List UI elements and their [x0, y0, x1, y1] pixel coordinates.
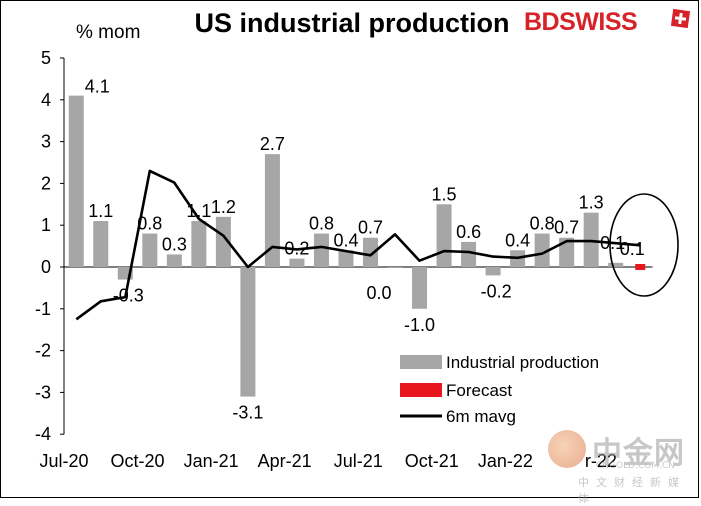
- bar-data-label: 0.8: [309, 214, 334, 234]
- x-tick-label: Apr-21: [258, 451, 312, 471]
- axes: [60, 57, 653, 435]
- x-tick-label: Oct-20: [111, 451, 165, 471]
- bar-data-label: 0.1: [600, 233, 625, 253]
- production-bar: [240, 267, 256, 397]
- production-bar: [215, 216, 231, 267]
- swiss-cross-icon: [670, 8, 691, 29]
- legend-swatch: [400, 355, 442, 369]
- bar-data-label: -0.2: [481, 281, 512, 301]
- y-tick-label: -1: [35, 299, 51, 319]
- mavg-line-path: [75, 169, 641, 321]
- bar-data-label: 0.1: [620, 239, 645, 259]
- bar-data-label: -3.1: [232, 403, 263, 423]
- bar-data-label: 0.7: [358, 218, 383, 238]
- bar-data-label: 0.4: [333, 230, 358, 250]
- production-bar: [559, 237, 575, 267]
- y-tick-label: 3: [41, 132, 51, 152]
- bars: [68, 95, 646, 397]
- production-bar: [363, 237, 378, 267]
- y-tick-label: 2: [41, 173, 51, 193]
- bar-data-label: 0.6: [456, 222, 481, 242]
- data-labels: 4.11.1-0.30.80.31.1 1.2-3.12.70.20.80.40.…: [85, 77, 645, 423]
- bar-data-label: 0.8: [530, 214, 555, 234]
- x-tick-label: Jan-22: [478, 451, 533, 471]
- bdswiss-logo: BDSWISS: [524, 6, 694, 36]
- production-bar: [68, 95, 84, 268]
- production-bar: [534, 233, 550, 267]
- watermark-name: 中金网: [592, 436, 685, 471]
- bar-data-label: 1.2: [211, 197, 236, 217]
- production-bar: [264, 154, 280, 267]
- moving-average-line: [75, 169, 641, 321]
- bar-data-label: -1.0: [404, 315, 435, 335]
- legend-label: Industrial production: [446, 353, 599, 372]
- bar-data-label: 1.1: [88, 201, 113, 221]
- bar-data-label: -0.3: [113, 286, 144, 306]
- y-tick-label: -3: [35, 382, 51, 402]
- x-tick-label: Jan-21: [184, 451, 239, 471]
- production-bar: [608, 262, 624, 267]
- production-bar: [387, 267, 403, 268]
- tick-labels: 5 4 3 2 1 0 -1 -2 -3 -4 Jul-20 Oct-20 Jan-21 Apr-21 Ju…: [35, 48, 617, 471]
- bar-data-label: 0.7: [554, 218, 579, 238]
- cngold-logo-icon: [548, 430, 586, 468]
- bar-data-label: 1.3: [579, 193, 604, 213]
- production-bar: [436, 204, 452, 267]
- cngold-watermark: 中金网 CNGOLD.COM.CN 中文财经新媒体: [546, 428, 694, 505]
- legend-label: Forecast: [446, 381, 512, 400]
- highlight-circle: [609, 193, 679, 297]
- bar-data-label: 1.5: [432, 184, 457, 204]
- bar-data-label: 4.1: [85, 77, 110, 97]
- production-bar: [191, 221, 207, 267]
- production-bar: [289, 258, 305, 267]
- logo-prefix: BD: [524, 8, 560, 36]
- bar-data-label: 1.1: [186, 201, 211, 221]
- watermark-domain: CNGOLD.COM.CN: [596, 461, 675, 471]
- x-tick-label: r-22: [585, 451, 617, 471]
- y-tick-label: -4: [35, 424, 51, 444]
- watermark-subtitle: 中文财经新媒体: [578, 476, 686, 505]
- production-bar: [338, 250, 354, 267]
- bar-data-label: 0.4: [505, 230, 530, 250]
- legend: Industrial production Forecast 6m mavg: [400, 353, 599, 426]
- y-tick-label: 1: [41, 215, 51, 235]
- x-tick-label: Oct-21: [405, 451, 459, 471]
- bar-data-label: 0.3: [162, 234, 187, 254]
- chart-title: US industrial production: [195, 8, 510, 38]
- logo-name: SWISS: [559, 8, 638, 36]
- y-tick-label: 0: [41, 257, 51, 277]
- legend-swatch: [400, 383, 442, 397]
- legend-label: 6m mavg: [446, 407, 516, 426]
- production-bar: [461, 241, 477, 267]
- production-bar: [142, 233, 158, 267]
- y-tick-label: -2: [35, 341, 51, 361]
- production-bar: [412, 267, 428, 309]
- forecast-bar: [635, 264, 646, 270]
- production-bar: [313, 233, 329, 267]
- bar-data-label: 0.8: [137, 214, 162, 234]
- x-tick-label: Jul-20: [39, 451, 88, 471]
- bar-data-label: 0.2: [284, 239, 309, 259]
- x-tick-label: Jul-21: [334, 451, 383, 471]
- y-tick-label: 5: [41, 48, 51, 68]
- production-bar: [93, 221, 109, 267]
- bar-data-label: 2.7: [260, 134, 285, 154]
- production-bar: [485, 267, 501, 276]
- production-bar: [166, 254, 182, 267]
- y-axis-unit-label: % mom: [76, 22, 140, 43]
- bar-data-label: 0.0: [367, 283, 392, 303]
- y-tick-label: 4: [41, 90, 51, 110]
